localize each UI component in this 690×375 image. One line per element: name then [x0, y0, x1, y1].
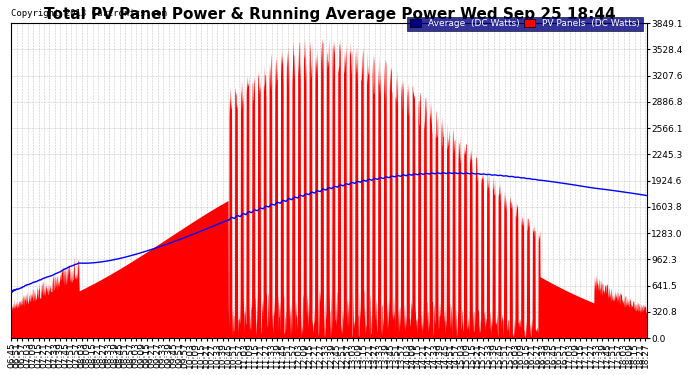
Title: Total PV Panel Power & Running Average Power Wed Sep 25 18:44: Total PV Panel Power & Running Average P…: [43, 7, 615, 22]
Text: Copyright 2013 Cartronics.com: Copyright 2013 Cartronics.com: [12, 9, 167, 18]
Legend: Average  (DC Watts), PV Panels  (DC Watts): Average (DC Watts), PV Panels (DC Watts): [407, 16, 643, 31]
